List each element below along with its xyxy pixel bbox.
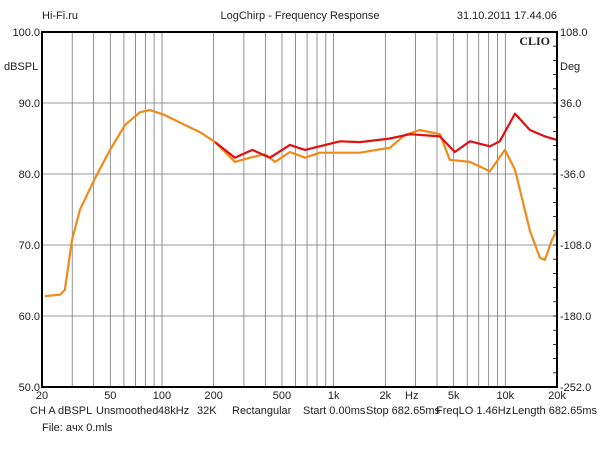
x-tick-label: 10k: [496, 390, 514, 402]
x-tick-label: 20k: [548, 390, 566, 402]
chart-title: LogChirp - Frequency Response: [221, 10, 380, 22]
clio-logo: CLIO: [519, 34, 550, 48]
series-red: [214, 112, 558, 159]
plot-frame: [41, 31, 558, 388]
datetime-label: 31.10.2011 17.44.06: [457, 10, 557, 22]
site-label: Hi-Fi.ru: [42, 10, 78, 22]
y-tick-label: 50.0: [19, 382, 40, 394]
footer-item: dBSPL: [58, 405, 92, 417]
footer-item: Stop 682.65ms: [366, 405, 440, 417]
y-axis-label: dBSPL: [4, 61, 38, 73]
file-label: File: aчх 0.mls: [42, 422, 113, 434]
footer-item: Unsmoothed: [96, 405, 158, 417]
footer-item: CH A: [30, 405, 56, 417]
y-tick-label: 60.0: [19, 311, 40, 323]
y2-tick-label: -180.0: [560, 311, 591, 323]
y-tick-label: 90.0: [19, 98, 40, 110]
footer-item: 48kHz: [158, 405, 189, 417]
y2-tick-label: 36.0: [560, 98, 581, 110]
footer-item: Length 682.65ms: [512, 405, 598, 417]
y-tick-label: 100.0: [12, 27, 40, 39]
series-orange: [44, 109, 558, 298]
x-tick-label: 200: [204, 390, 222, 402]
footer-item: Start 0.00ms: [303, 405, 366, 417]
footer-item: FreqLO 1.46Hz: [436, 405, 511, 417]
x-tick-label: 1k: [328, 390, 340, 402]
y2-axis-label: Deg: [560, 61, 580, 73]
axis-labels: 20 50 100 200 500 1k 2k 5k 10k 20k 100.0 90.0 80.0 70…: [12, 27, 591, 402]
grid: [42, 31, 557, 388]
x-tick-label: 2k: [380, 390, 392, 402]
x-tick-label: 20: [36, 390, 48, 402]
curves: [44, 109, 558, 298]
x-tick-label: 5k: [448, 390, 460, 402]
y2-tick-label: -108.0: [560, 240, 591, 252]
y2-tick-label: -36.0: [560, 169, 585, 181]
footer-item: 32K: [197, 405, 217, 417]
y-tick-label: 70.0: [19, 240, 40, 252]
x-tick-label: 500: [273, 390, 291, 402]
x-axis-unit-label: Hz: [405, 390, 418, 402]
x-tick-label: 100: [153, 390, 171, 402]
footer-item: Rectangular: [232, 405, 292, 417]
x-tick-label: 50: [104, 390, 116, 402]
y2-tick-label: -252.0: [560, 382, 591, 394]
y-tick-label: 80.0: [19, 169, 40, 181]
y2-tick-label: 108.0: [560, 27, 588, 39]
